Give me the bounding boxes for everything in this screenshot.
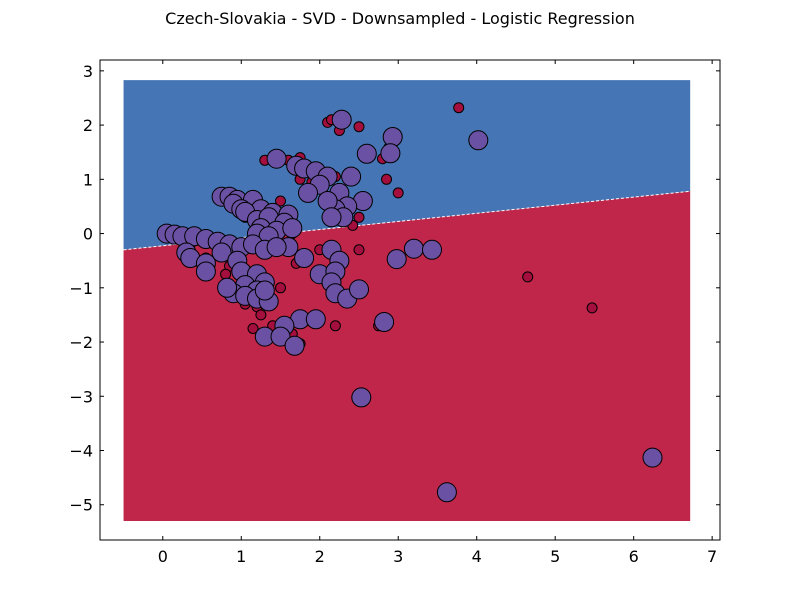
decision-regions <box>123 80 691 522</box>
small-data-point <box>275 195 286 207</box>
x-tick-label: 1 <box>236 547 246 566</box>
large-data-point <box>349 279 369 300</box>
large-data-point <box>254 280 275 301</box>
large-data-point <box>195 261 216 282</box>
small-data-point <box>392 187 404 199</box>
y-tick-label: −5 <box>69 496 93 515</box>
y-tick-label: 1 <box>83 170 93 189</box>
small-data-point <box>522 271 534 283</box>
large-data-point <box>317 191 338 211</box>
large-data-point <box>284 335 305 356</box>
y-tick-label: 0 <box>83 225 93 244</box>
small-data-point <box>353 244 365 256</box>
large-data-point <box>380 143 401 164</box>
large-data-point <box>270 326 291 347</box>
small-data-point <box>353 121 365 133</box>
x-tick-label: 2 <box>315 547 325 566</box>
small-data-point <box>255 309 267 321</box>
axes-frame <box>99 59 721 541</box>
small-data-point <box>353 211 365 223</box>
small-data-point <box>381 173 392 185</box>
large-data-point <box>386 249 407 270</box>
large-data-point <box>217 277 238 298</box>
large-data-point <box>294 248 315 268</box>
x-tick-label: 5 <box>550 547 560 566</box>
x-tick-label: 0 <box>158 547 168 566</box>
large-data-point <box>422 239 442 260</box>
chart-title: Czech-Slovakia - SVD - Downsampled - Log… <box>165 9 635 28</box>
small-data-point <box>220 268 232 280</box>
y-tick-label: −2 <box>69 333 93 352</box>
large-data-point <box>642 447 663 468</box>
large-data-point <box>403 238 424 259</box>
x-tick-label: 6 <box>629 547 639 566</box>
large-data-point <box>266 237 287 258</box>
y-tick-label: −1 <box>69 279 93 298</box>
large-data-point <box>331 109 352 130</box>
large-data-point <box>356 143 377 164</box>
large-data-point <box>266 148 287 169</box>
y-tick-label: 2 <box>83 116 93 135</box>
large-data-point <box>351 387 372 408</box>
large-data-point <box>305 309 326 330</box>
small-data-point <box>586 302 598 314</box>
small-data-point <box>329 320 341 332</box>
small-data-point <box>247 323 259 334</box>
axis-ticks: 0 1 2 3 4 5 6 7 3 2 1 0 −1 −2 −3 −4 −5 <box>69 60 720 566</box>
large-data-point <box>282 218 303 239</box>
large-data-point <box>321 207 342 228</box>
small-data-point <box>453 102 465 114</box>
x-tick-label: 4 <box>472 547 482 566</box>
y-tick-label: −4 <box>69 442 93 461</box>
x-tick-label: 3 <box>393 547 403 566</box>
small-data-point <box>275 282 286 294</box>
y-tick-label: −3 <box>69 387 93 406</box>
large-data-point <box>298 182 318 203</box>
x-tick-label: 7 <box>707 547 717 566</box>
large-data-point <box>341 166 362 187</box>
scatter-markers <box>156 102 663 503</box>
large-data-point <box>211 242 232 263</box>
y-tick-label: 3 <box>83 62 93 81</box>
large-data-point <box>374 312 395 332</box>
large-data-point <box>468 130 489 151</box>
large-data-point <box>436 482 457 503</box>
